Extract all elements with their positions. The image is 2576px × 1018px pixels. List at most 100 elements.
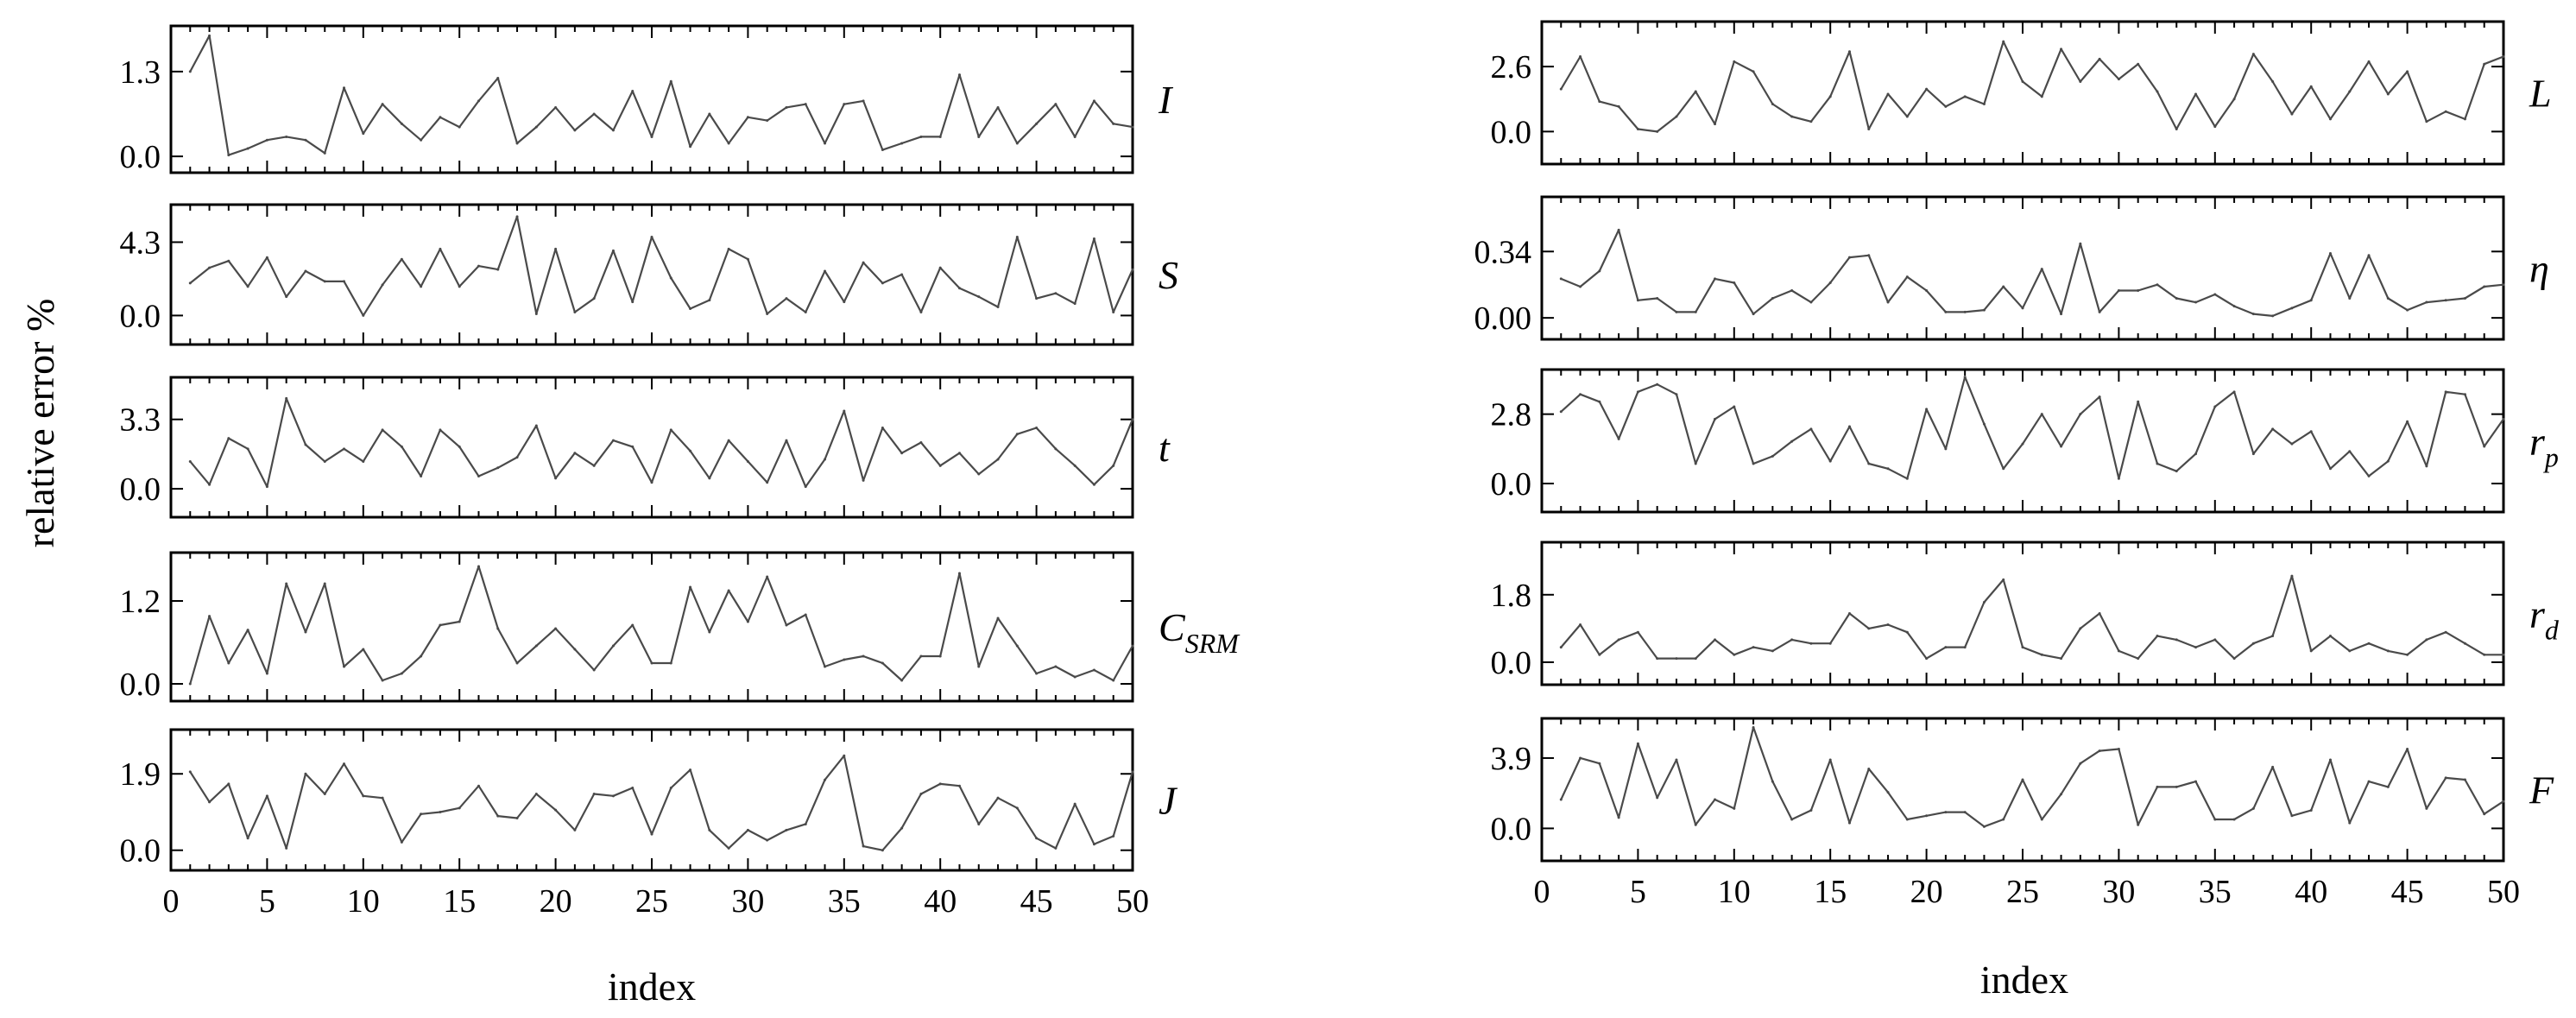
data-point [881,849,884,852]
data-point [1694,823,1697,826]
data-point [1112,122,1115,125]
y-tick-label: 0.34 [1474,234,1532,270]
data-point [439,623,442,627]
data-point [2021,442,2024,446]
data-point [1867,767,1871,770]
data-point [1809,120,1813,123]
data-point [1982,600,1986,604]
data-point [2098,57,2101,60]
data-point [2406,70,2409,73]
y-tick-label: 0.0 [120,667,161,703]
x-tick-label: 15 [443,883,476,920]
data-point [2502,283,2505,287]
data-point [227,782,230,786]
data-point [746,116,749,119]
data-point [2502,417,2505,420]
data-point [1054,103,1058,106]
data-point [2502,800,2505,803]
data-point [2232,657,2236,661]
data-point [785,439,788,442]
data-point [2194,452,2198,456]
data-point [2328,252,2332,256]
data-point [996,105,1000,109]
data-point [1944,104,1948,108]
panel-1: 0.0 4.3 S [120,203,1178,346]
data-point [708,112,711,116]
data-point [1886,92,1890,96]
data-point [2137,657,2140,661]
data-point [2232,390,2236,394]
y-tick-label: 1.9 [120,756,161,793]
x-tick-label: 20 [540,883,572,920]
data-point [1925,814,1929,818]
data-point [1073,675,1076,679]
panel-6: 0.00 0.34 η [1474,195,2549,341]
data-point [977,822,981,825]
data-point [650,832,653,836]
panel-label: CSRM [1159,605,1241,659]
data-point [1675,310,1678,313]
data-point [1073,135,1076,138]
data-point [2309,809,2313,813]
data-point [188,682,192,686]
data-point [862,99,865,103]
data-point [2251,313,2255,316]
data-point [381,283,384,287]
data-point [2290,442,2294,446]
panel-frame [169,376,1134,519]
data-point [477,784,480,787]
data-point [1617,638,1620,642]
data-point [2137,288,2140,292]
data-point [689,145,692,149]
x-tick-label: 10 [1718,874,1751,910]
data-point [1752,725,1755,729]
data-point [2271,427,2275,431]
data-point [900,679,904,682]
data-point [862,261,865,264]
data-point [1809,300,1813,304]
data-point [804,103,807,106]
data-point [362,648,365,651]
data-point [938,654,942,658]
data-point [2502,653,2505,656]
data-point [2348,821,2352,825]
data-point [1054,447,1058,451]
data-point [2002,40,2005,43]
data-point [246,285,249,288]
data-point [1809,809,1813,813]
data-point [1733,60,1736,63]
data-point [208,266,212,269]
data-point [304,138,307,142]
data-point [2309,85,2313,88]
data-point [188,281,192,285]
data-point [2309,299,2313,302]
data-point [746,828,749,831]
data-point [669,276,672,280]
panels: 0.0 1.3 I 0.0 4.3 S 0.0 3.3 t 0.0 1.2 CSRM 0.0 1.9 J 0 5… [120,20,2560,920]
data-point [515,142,519,145]
data-point [1131,418,1134,421]
data-point [323,280,326,283]
data-point [2213,293,2217,296]
data-point [2079,762,2082,765]
data-point [343,665,346,668]
data-point [1054,846,1058,850]
panel-frame [1540,195,2505,341]
data-point [592,464,596,467]
panel-frame [1540,368,2505,514]
data-point [1559,277,1563,281]
data-point [1963,95,1967,98]
data-point [1828,95,1832,98]
data-point [1073,464,1076,467]
data-point [1054,665,1058,668]
y-tick-label: 1.3 [120,54,161,91]
data-point [2271,765,2275,768]
data-point [2002,578,2005,581]
data-point [2386,785,2390,788]
data-point [1112,834,1115,838]
data-point [1714,417,1717,420]
data-point [785,828,788,831]
data-point [1112,310,1115,313]
data-point [1905,630,1909,634]
data-point [2079,242,2082,245]
